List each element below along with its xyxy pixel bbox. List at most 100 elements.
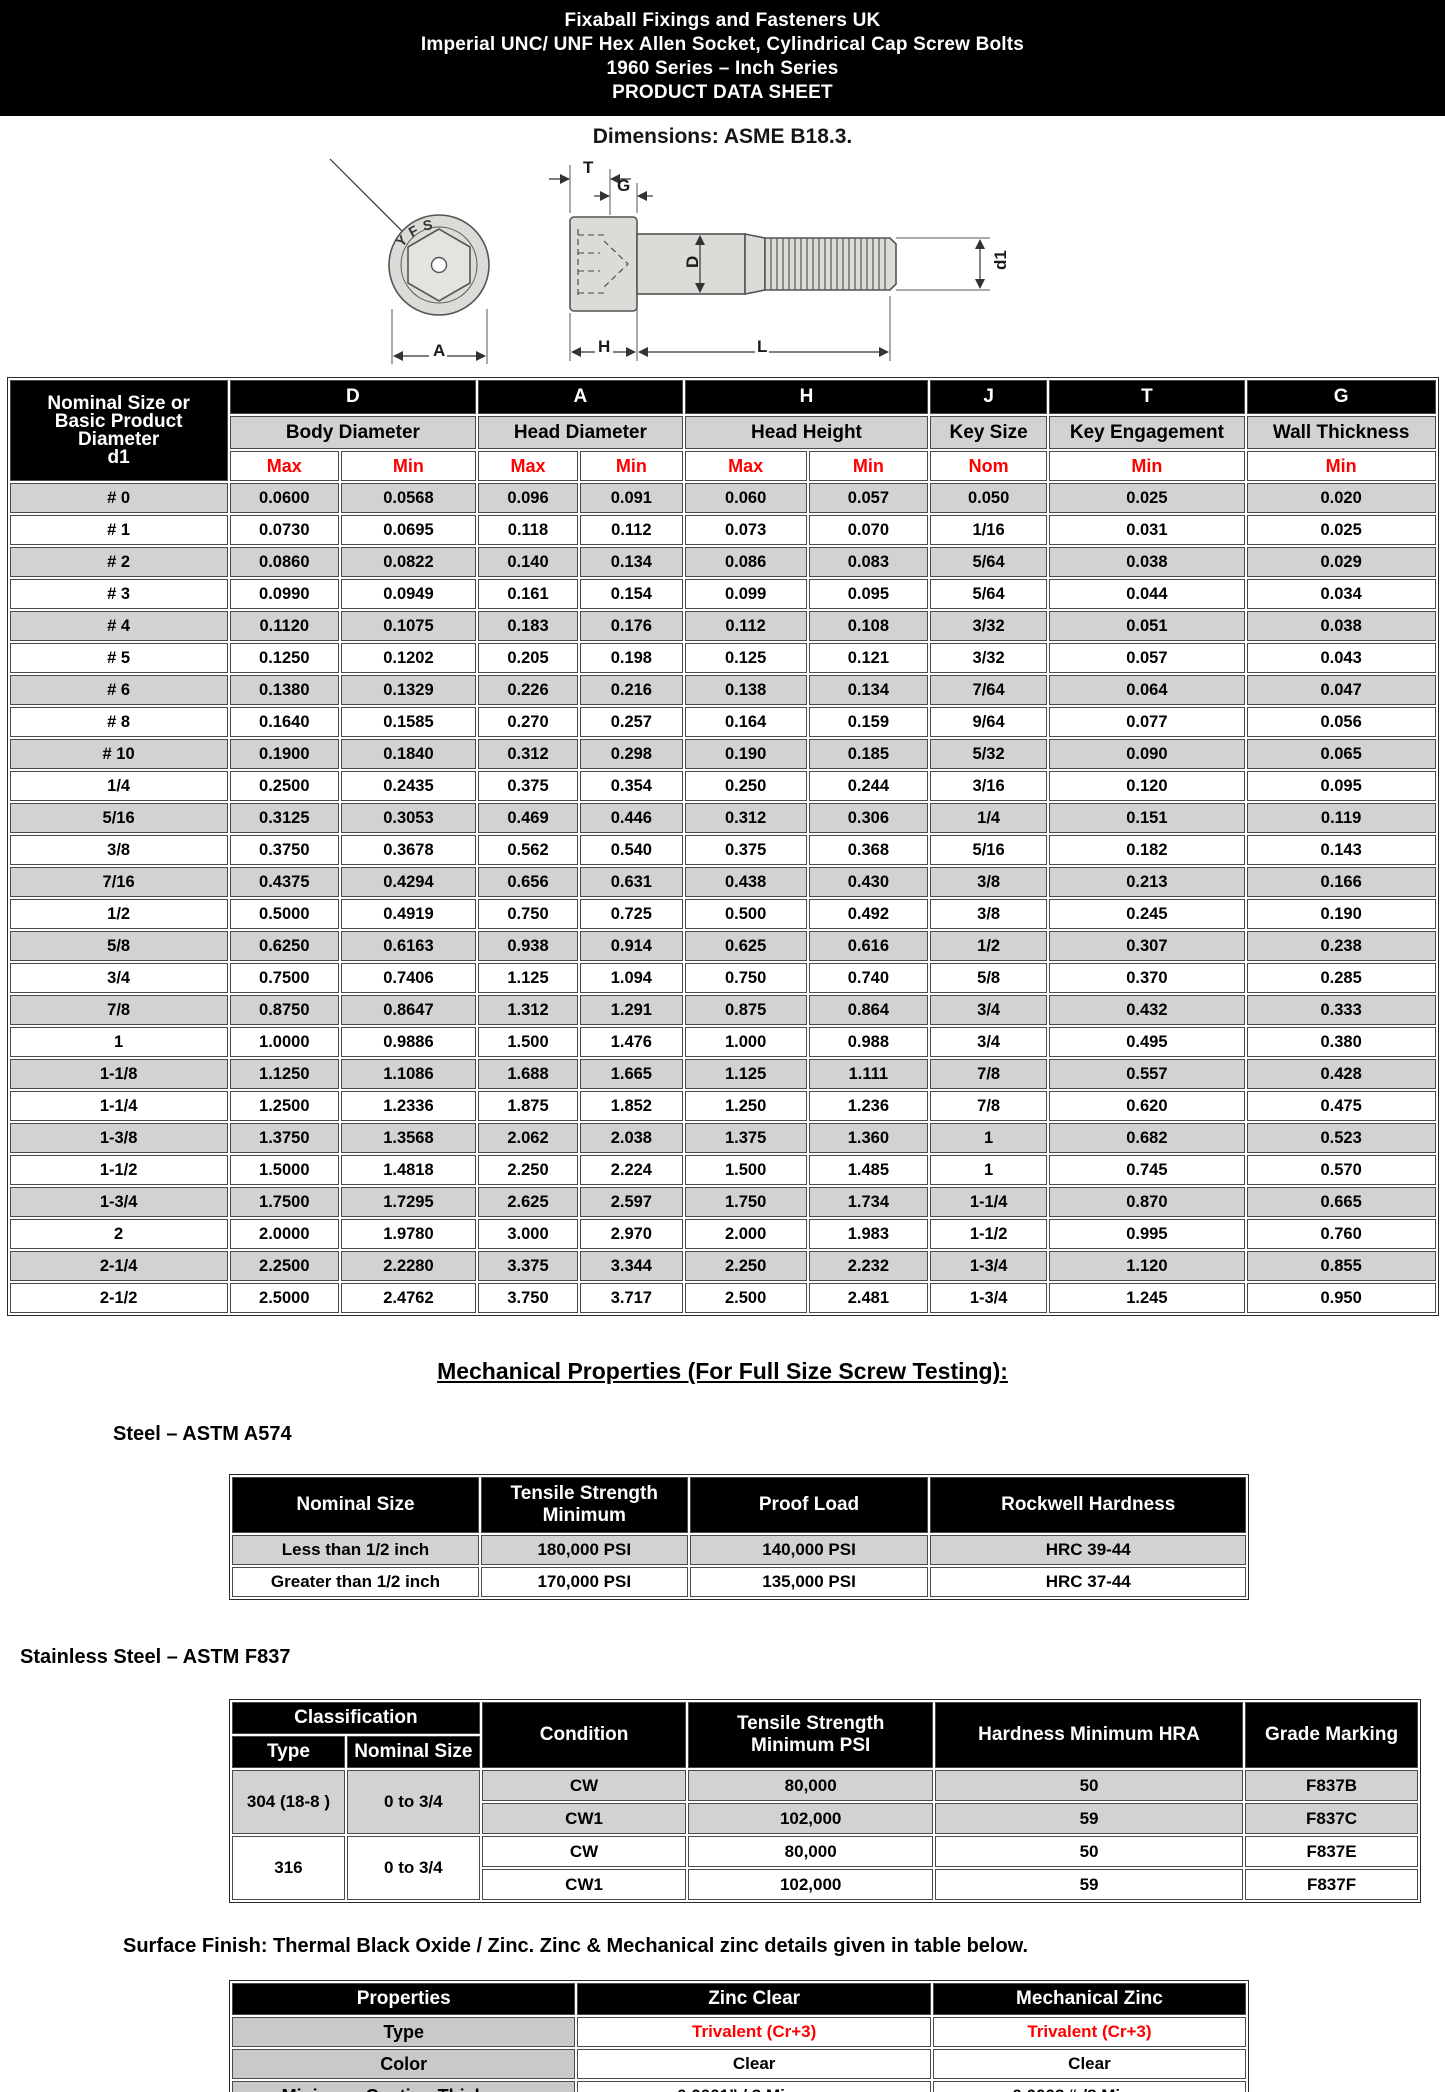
value-cell: 1.3750 bbox=[229, 1123, 339, 1153]
size-cell: 1/2 bbox=[9, 899, 228, 929]
nominal-cell: 0 to 3/4 bbox=[346, 1770, 480, 1834]
stainless-section-label: Stainless Steel – ASTM F837 bbox=[20, 1646, 291, 1668]
value-cell: 1.485 bbox=[808, 1155, 929, 1185]
value-cell: 0.216 bbox=[579, 675, 683, 705]
value-cell: HRC 37-44 bbox=[930, 1567, 1246, 1597]
value-cell: 0.029 bbox=[1246, 547, 1436, 577]
size-cell: 2-1/2 bbox=[9, 1283, 228, 1313]
value-cell: 0.120 bbox=[1049, 771, 1245, 801]
value-cell: 0.1329 bbox=[340, 675, 476, 705]
value-cell: 0.995 bbox=[1049, 1219, 1245, 1249]
product-title: Imperial UNC/ UNF Hex Allen Socket, Cyli… bbox=[420, 34, 1025, 55]
value-cell: 0.099 bbox=[684, 579, 807, 609]
screw-side-view: T G bbox=[549, 158, 1010, 361]
value-cell: 3.344 bbox=[579, 1251, 683, 1281]
steel-header-nominal-size: Nominal Size bbox=[232, 1477, 479, 1533]
size-cell: 1 bbox=[9, 1027, 228, 1057]
value-cell: 2.4762 bbox=[340, 1283, 476, 1313]
value-cell: 0.154 bbox=[579, 579, 683, 609]
value-cell: 0.051 bbox=[1049, 611, 1245, 641]
group-name-head-diameter: Head Diameter bbox=[478, 416, 683, 449]
value-cell: 1.120 bbox=[1049, 1251, 1245, 1281]
value-cell: 0.745 bbox=[1049, 1155, 1245, 1185]
table-row: # 8 0.1640 0.1585 0.270 0.257 0.164 0.159 9/64 0… bbox=[9, 707, 1436, 737]
value-cell: 1.250 bbox=[684, 1091, 807, 1121]
value-cell: 0.500 bbox=[684, 899, 807, 929]
value-cell: 0.164 bbox=[684, 707, 807, 737]
value-cell: 1.476 bbox=[579, 1027, 683, 1057]
value-cell: 80,000 bbox=[688, 1770, 933, 1801]
value-cell: 1.125 bbox=[478, 963, 578, 993]
value-cell: 1/16 bbox=[930, 515, 1048, 545]
value-cell: 0.740 bbox=[808, 963, 929, 993]
label-head-height-h: H bbox=[598, 337, 610, 356]
table-row: # 0 0.0600 0.0568 0.096 0.091 0.060 0.057 0.050… bbox=[9, 483, 1436, 513]
table-row: 1-1/8 1.1250 1.1086 1.688 1.665 1.125 1.111 7/8… bbox=[9, 1059, 1436, 1089]
size-cell: 1/4 bbox=[9, 771, 228, 801]
value-cell: 7/64 bbox=[930, 675, 1048, 705]
table-row: 3/4 0.7500 0.7406 1.125 1.094 0.750 0.740 5/8 0.… bbox=[9, 963, 1436, 993]
value-cell: 0.375 bbox=[478, 771, 578, 801]
value-cell: 0.370 bbox=[1049, 963, 1245, 993]
value-cell: 1.312 bbox=[478, 995, 578, 1025]
value-cell: 1.665 bbox=[579, 1059, 683, 1089]
value-cell: 0.1075 bbox=[340, 611, 476, 641]
label-body-diameter-d: D bbox=[683, 256, 702, 268]
value-cell: 0.090 bbox=[1049, 739, 1245, 769]
value-cell: 0.855 bbox=[1246, 1251, 1436, 1281]
label-wall-thickness-g: G bbox=[617, 176, 630, 195]
value-cell: 0.469 bbox=[478, 803, 578, 833]
table-row: 1-3/4 1.7500 1.7295 2.625 2.597 1.750 1.734 1-1… bbox=[9, 1187, 1436, 1217]
sub-header: Min bbox=[1246, 451, 1436, 481]
dimension-table-body: # 0 0.0600 0.0568 0.096 0.091 0.060 0.057 0.050… bbox=[9, 483, 1436, 1313]
value-cell: 0.492 bbox=[808, 899, 929, 929]
value-cell: 0.270 bbox=[478, 707, 578, 737]
value-cell: 0.057 bbox=[1049, 643, 1245, 673]
value-cell: 0.3678 bbox=[340, 835, 476, 865]
group-letter-d: D bbox=[229, 380, 476, 414]
value-cell: 0.034 bbox=[1246, 579, 1436, 609]
value-cell: 0.0860 bbox=[229, 547, 339, 577]
value-cell: 0.312 bbox=[478, 739, 578, 769]
value-cell: 1.125 bbox=[684, 1059, 807, 1089]
value-cell: 0.312 bbox=[684, 803, 807, 833]
value-cell: 1 bbox=[930, 1155, 1048, 1185]
value-cell: 7/8 bbox=[930, 1059, 1048, 1089]
value-cell: 0.025 bbox=[1049, 483, 1245, 513]
group-name-wall-thickness: Wall Thickness bbox=[1246, 416, 1436, 449]
value-cell: 1.094 bbox=[579, 963, 683, 993]
value-cell: 0.750 bbox=[684, 963, 807, 993]
value-cell: 0.950 bbox=[1246, 1283, 1436, 1313]
screw-technical-drawing: YFS A T G bbox=[329, 158, 1010, 364]
value-cell: 1.688 bbox=[478, 1059, 578, 1089]
value-cell: 0.213 bbox=[1049, 867, 1245, 897]
group-name-body-diameter: Body Diameter bbox=[229, 416, 476, 449]
value-cell: 0.198 bbox=[579, 643, 683, 673]
value-cell: 0.354 bbox=[579, 771, 683, 801]
value-cell: 1/2 bbox=[930, 931, 1048, 961]
table-row: Greater than 1/2 inch 170,000 PSI 135,00… bbox=[232, 1567, 1246, 1597]
value-cell: 0.205 bbox=[478, 643, 578, 673]
value-cell: 1.0000 bbox=[229, 1027, 339, 1057]
value-cell: 0.118 bbox=[478, 515, 578, 545]
value-cell: 2.625 bbox=[478, 1187, 578, 1217]
value-cell: 0.086 bbox=[684, 547, 807, 577]
steel-header-rockwell: Rockwell Hardness bbox=[930, 1477, 1246, 1533]
value-cell: 1.3568 bbox=[340, 1123, 476, 1153]
value-cell: 2.232 bbox=[808, 1251, 929, 1281]
value-cell: 0.065 bbox=[1246, 739, 1436, 769]
value-cell: 0.183 bbox=[478, 611, 578, 641]
value-cell: 0.056 bbox=[1246, 707, 1436, 737]
value-cell: 0.438 bbox=[684, 867, 807, 897]
value-cell: 0.161 bbox=[478, 579, 578, 609]
value-cell: 2.481 bbox=[808, 1283, 929, 1313]
value-cell: 0.190 bbox=[684, 739, 807, 769]
value-cell: 0.8647 bbox=[340, 995, 476, 1025]
value-cell: 5/16 bbox=[930, 835, 1048, 865]
value-cell: 0.182 bbox=[1049, 835, 1245, 865]
value-cell: 0.073 bbox=[684, 515, 807, 545]
value-cell: CW1 bbox=[481, 1803, 687, 1834]
value-cell: 0.430 bbox=[808, 867, 929, 897]
value-cell: 5/64 bbox=[930, 547, 1048, 577]
value-cell: 1.236 bbox=[808, 1091, 929, 1121]
